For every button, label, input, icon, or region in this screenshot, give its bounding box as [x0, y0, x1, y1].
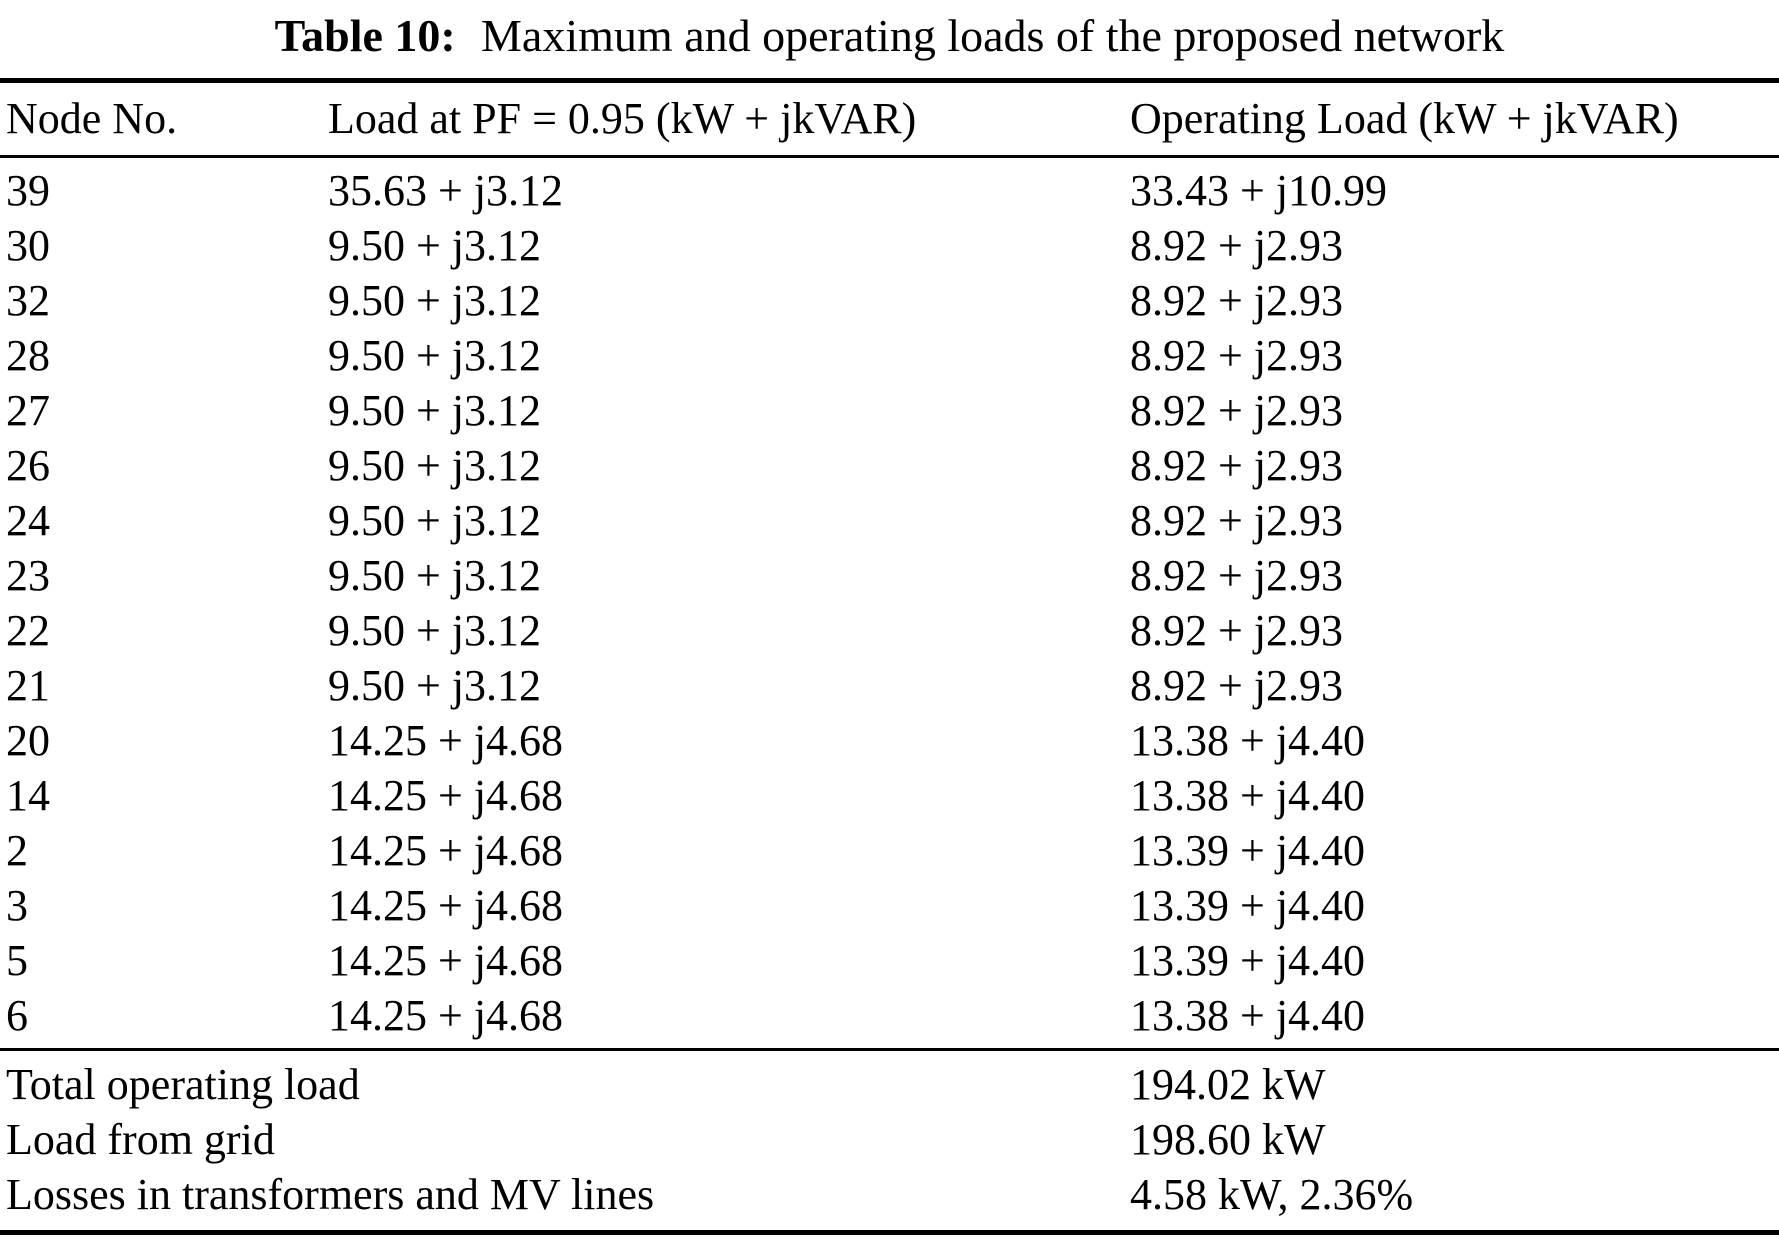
summary-row: Losses in transformers and MV lines 4.58…	[0, 1167, 1779, 1233]
table-caption: Table 10: Maximum and operating loads of …	[0, 8, 1779, 64]
table-row: 20 14.25 + j4.68 13.38 + j4.40	[0, 713, 1779, 768]
col-header-operating-load: Operating Load (kW + jkVAR)	[1130, 80, 1779, 158]
table-body: 39 35.63 + j3.12 33.43 + j10.99 30 9.50 …	[0, 157, 1779, 1050]
operating-load-cell: 8.92 + j2.93	[1130, 331, 1344, 380]
node-no-cell: 32	[6, 276, 50, 325]
operating-load-cell: 8.92 + j2.93	[1130, 386, 1344, 435]
table-row: 39 35.63 + j3.12 33.43 + j10.99	[0, 157, 1779, 219]
max-load-cell: 14.25 + j4.68	[328, 826, 564, 875]
col-header-node-no: Node No.	[0, 80, 328, 158]
node-no-cell: 30	[6, 221, 50, 270]
table-row: 23 9.50 + j3.12 8.92 + j2.93	[0, 548, 1779, 603]
table-row: 3 14.25 + j4.68 13.39 + j4.40	[0, 878, 1779, 933]
max-load-cell: 9.50 + j3.12	[328, 221, 542, 270]
table-row: 6 14.25 + j4.68 13.38 + j4.40	[0, 988, 1779, 1050]
node-no-cell: 28	[6, 331, 50, 380]
node-no-cell: 22	[6, 606, 50, 655]
operating-load-cell: 8.92 + j2.93	[1130, 606, 1344, 655]
operating-load-cell: 8.92 + j2.93	[1130, 551, 1344, 600]
max-load-cell: 14.25 + j4.68	[328, 716, 564, 765]
operating-load-cell: 8.92 + j2.93	[1130, 276, 1344, 325]
node-no-cell: 21	[6, 661, 50, 710]
summary-label-cell: Total operating load	[0, 1048, 1130, 1112]
max-load-cell: 14.25 + j4.68	[328, 881, 564, 930]
operating-load-cell: 8.92 + j2.93	[1130, 221, 1344, 270]
table-row: 22 9.50 + j3.12 8.92 + j2.93	[0, 603, 1779, 658]
table-row: 26 9.50 + j3.12 8.92 + j2.93	[0, 438, 1779, 493]
node-no-cell: 27	[6, 386, 50, 435]
operating-load-cell: 8.92 + j2.93	[1130, 661, 1344, 710]
node-no-cell: 14	[6, 771, 50, 820]
node-no-cell: 2	[6, 826, 28, 875]
operating-load-cell: 8.92 + j2.93	[1130, 441, 1344, 490]
node-no-cell: 39	[6, 166, 50, 215]
table-row: 24 9.50 + j3.12 8.92 + j2.93	[0, 493, 1779, 548]
max-load-cell: 9.50 + j3.12	[328, 441, 542, 490]
operating-load-cell: 13.39 + j4.40	[1130, 826, 1366, 875]
operating-load-cell: 33.43 + j10.99	[1130, 166, 1388, 215]
max-load-cell: 9.50 + j3.12	[328, 551, 542, 600]
operating-load-cell: 13.38 + j4.40	[1130, 991, 1366, 1040]
node-no-cell: 24	[6, 496, 50, 545]
max-load-cell: 9.50 + j3.12	[328, 496, 542, 545]
summary-label-cell: Losses in transformers and MV lines	[6, 1170, 655, 1219]
max-load-cell: 9.50 + j3.12	[328, 661, 542, 710]
operating-load-cell: 13.39 + j4.40	[1130, 936, 1366, 985]
table-summary: Total operating load 194.02 kW Load from…	[0, 1048, 1779, 1233]
max-load-cell: 14.25 + j4.68	[328, 771, 564, 820]
table-row: 21 9.50 + j3.12 8.92 + j2.93	[0, 658, 1779, 713]
operating-load-cell: 13.38 + j4.40	[1130, 716, 1366, 765]
node-no-cell: 5	[6, 936, 28, 985]
operating-load-cell: 13.38 + j4.40	[1130, 771, 1366, 820]
table-row: 14 14.25 + j4.68 13.38 + j4.40	[0, 768, 1779, 823]
summary-label-cell: Load from grid	[6, 1115, 275, 1164]
table-row: 28 9.50 + j3.12 8.92 + j2.93	[0, 328, 1779, 383]
col-header-load-at-pf: Load at PF = 0.95 (kW + jkVAR)	[328, 80, 1130, 158]
summary-row: Load from grid 198.60 kW	[0, 1112, 1779, 1167]
table-caption-text: Maximum and operating loads of the propo…	[481, 10, 1505, 61]
operating-load-cell: 8.92 + j2.93	[1130, 496, 1344, 545]
summary-value-cell: 4.58 kW, 2.36%	[1130, 1170, 1414, 1219]
node-no-cell: 20	[6, 716, 50, 765]
table-row: 30 9.50 + j3.12 8.92 + j2.93	[0, 218, 1779, 273]
node-no-cell: 6	[6, 991, 28, 1040]
table-row: 32 9.50 + j3.12 8.92 + j2.93	[0, 273, 1779, 328]
max-load-cell: 35.63 + j3.12	[328, 166, 564, 215]
node-no-cell: 23	[6, 551, 50, 600]
max-load-cell: 9.50 + j3.12	[328, 276, 542, 325]
operating-load-cell: 13.39 + j4.40	[1130, 881, 1366, 930]
summary-row: Total operating load 194.02 kW	[0, 1048, 1779, 1112]
loads-table: Node No. Load at PF = 0.95 (kW + jkVAR) …	[0, 78, 1779, 1235]
table-row: 5 14.25 + j4.68 13.39 + j4.40	[0, 933, 1779, 988]
max-load-cell: 14.25 + j4.68	[328, 991, 564, 1040]
summary-value-cell: 194.02 kW	[1130, 1048, 1779, 1112]
max-load-cell: 14.25 + j4.68	[328, 936, 564, 985]
max-load-cell: 9.50 + j3.12	[328, 606, 542, 655]
summary-value-cell: 198.60 kW	[1130, 1115, 1326, 1164]
table-caption-label: Table 10:	[274, 10, 456, 61]
table-row: 2 14.25 + j4.68 13.39 + j4.40	[0, 823, 1779, 878]
node-no-cell: 3	[6, 881, 28, 930]
node-no-cell: 26	[6, 441, 50, 490]
table-row: 27 9.50 + j3.12 8.92 + j2.93	[0, 383, 1779, 438]
max-load-cell: 9.50 + j3.12	[328, 331, 542, 380]
header-row: Node No. Load at PF = 0.95 (kW + jkVAR) …	[0, 80, 1779, 158]
max-load-cell: 9.50 + j3.12	[328, 386, 542, 435]
